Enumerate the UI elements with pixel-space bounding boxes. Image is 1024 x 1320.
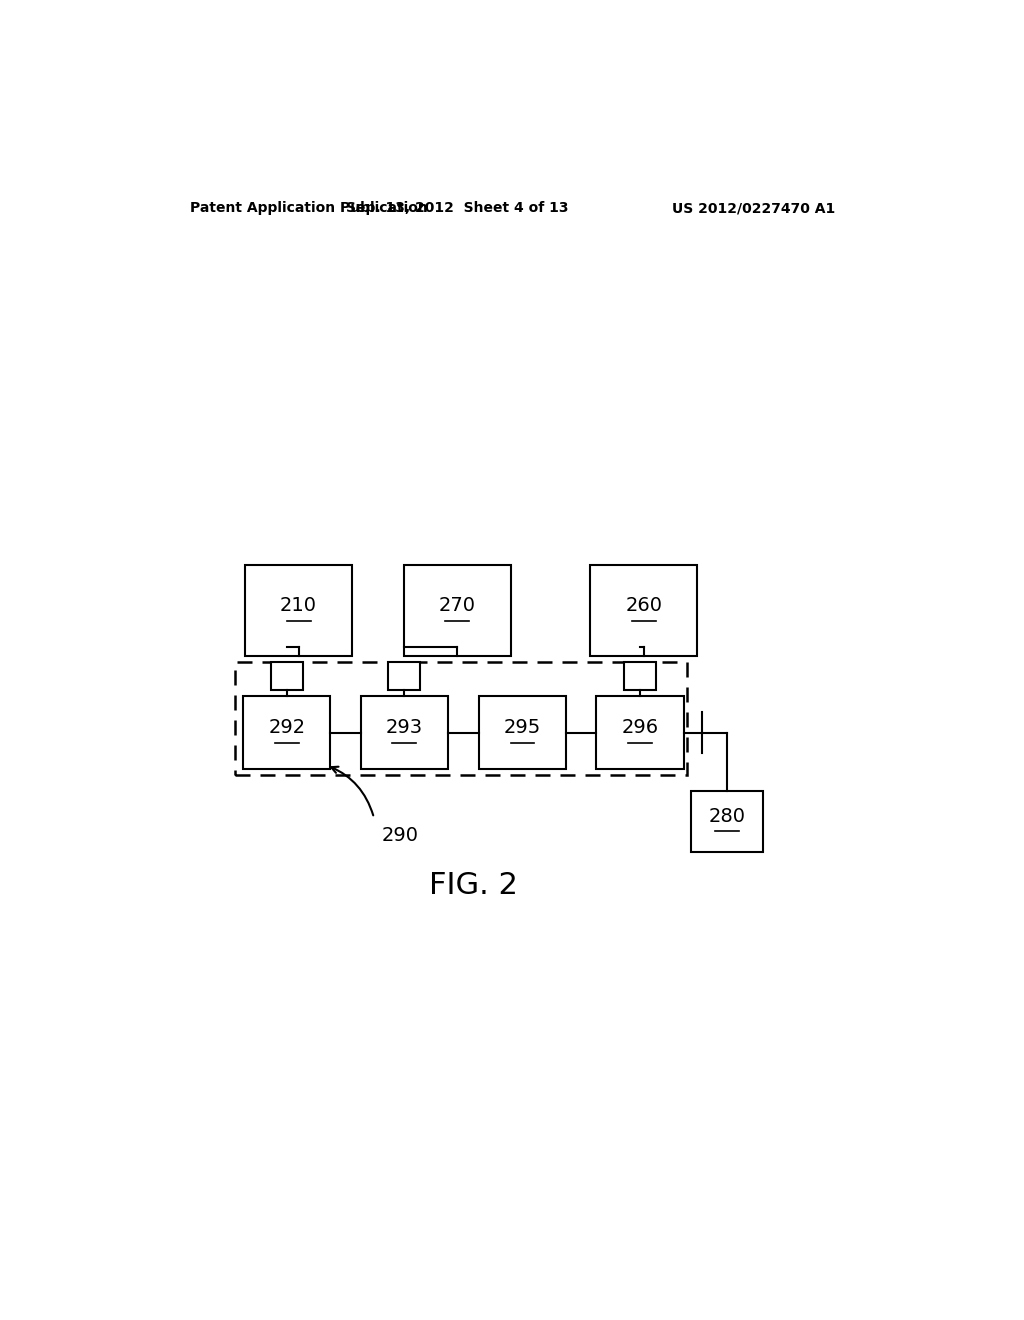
Bar: [596, 696, 684, 770]
Bar: [236, 661, 687, 775]
Text: 293: 293: [386, 718, 423, 737]
Text: 210: 210: [281, 597, 317, 615]
Bar: [360, 696, 447, 770]
Bar: [479, 696, 566, 770]
Text: Sep. 13, 2012  Sheet 4 of 13: Sep. 13, 2012 Sheet 4 of 13: [346, 201, 568, 215]
Text: 295: 295: [504, 718, 541, 737]
Bar: [270, 661, 303, 690]
Bar: [403, 565, 511, 656]
Text: 200: 200: [291, 578, 328, 597]
Text: 292: 292: [268, 718, 305, 737]
Text: 296: 296: [622, 718, 658, 737]
Text: FIG. 2: FIG. 2: [429, 871, 518, 900]
Bar: [245, 565, 352, 656]
Text: Patent Application Publication: Patent Application Publication: [189, 201, 428, 215]
Text: US 2012/0227470 A1: US 2012/0227470 A1: [672, 201, 835, 215]
Text: 260: 260: [626, 597, 663, 615]
Bar: [691, 791, 763, 851]
Bar: [590, 565, 697, 656]
Bar: [388, 661, 420, 690]
Bar: [243, 696, 331, 770]
Text: 270: 270: [439, 597, 476, 615]
Text: 290: 290: [382, 826, 419, 845]
Text: 280: 280: [709, 807, 745, 825]
Bar: [624, 661, 655, 690]
